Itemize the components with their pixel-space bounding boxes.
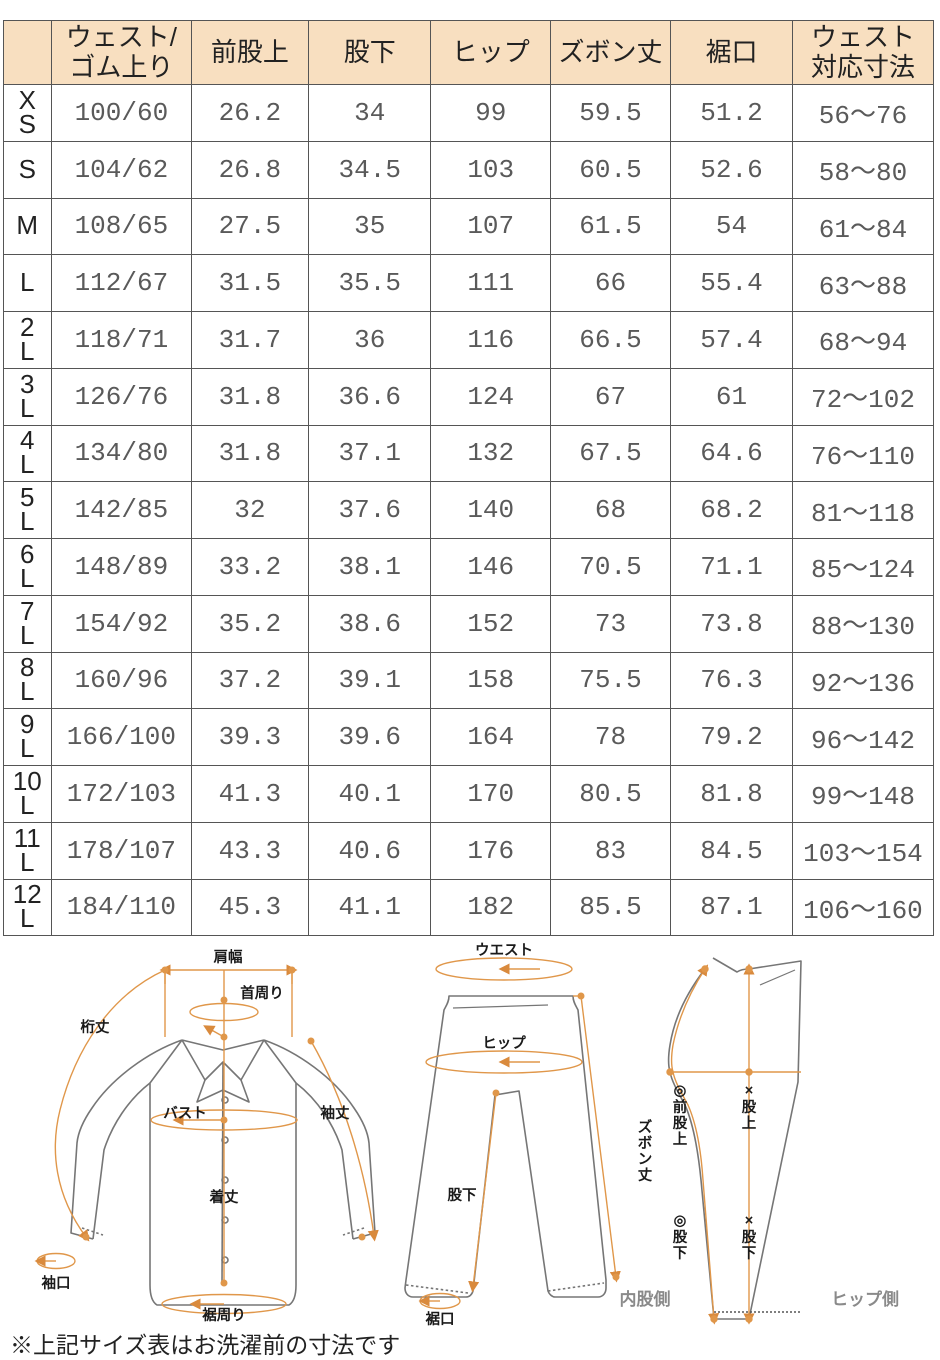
svg-text:股: 股 [742, 1229, 757, 1246]
svg-text:内股側: 内股側 [620, 1289, 671, 1309]
svg-text:※上記サイズ表はお洗濯前の寸法です: ※上記サイズ表はお洗濯前の寸法です [10, 1332, 400, 1358]
svg-text:ヒップ側: ヒップ側 [831, 1289, 899, 1309]
svg-text:裾周り: 裾周り [201, 1307, 246, 1324]
svg-text:◎: ◎ [674, 1083, 687, 1099]
svg-text:股下: 股下 [448, 1187, 477, 1204]
svg-text:ウエスト: ウエスト [475, 942, 533, 959]
svg-text:裾口: 裾口 [425, 1311, 455, 1328]
svg-text:袖丈: 袖丈 [320, 1104, 350, 1122]
svg-text:×: × [745, 1213, 753, 1229]
svg-text:首周り: 首周り [240, 984, 284, 1002]
svg-text:下: 下 [673, 1245, 688, 1262]
svg-text:上: 上 [742, 1115, 757, 1132]
svg-text:×: × [745, 1083, 753, 1099]
svg-text:バスト: バスト [163, 1105, 207, 1122]
svg-text:丈: 丈 [638, 1167, 653, 1184]
svg-text:桁丈: 桁丈 [81, 1018, 110, 1036]
svg-text:ズ: ズ [638, 1118, 653, 1136]
svg-text:前: 前 [673, 1098, 688, 1116]
svg-text:股: 股 [742, 1099, 757, 1116]
svg-text:下: 下 [742, 1245, 757, 1262]
svg-text:◎: ◎ [674, 1213, 687, 1229]
svg-text:袖口: 袖口 [41, 1274, 71, 1292]
svg-text:着丈: 着丈 [209, 1188, 239, 1206]
svg-text:ン: ン [638, 1152, 653, 1168]
svg-text:上: 上 [673, 1131, 688, 1148]
svg-text:股: 股 [673, 1115, 688, 1132]
svg-text:ヒップ: ヒップ [482, 1035, 526, 1052]
svg-text:肩幅: 肩幅 [214, 948, 243, 966]
svg-text:股: 股 [673, 1229, 688, 1246]
svg-text:ボ: ボ [638, 1135, 653, 1152]
